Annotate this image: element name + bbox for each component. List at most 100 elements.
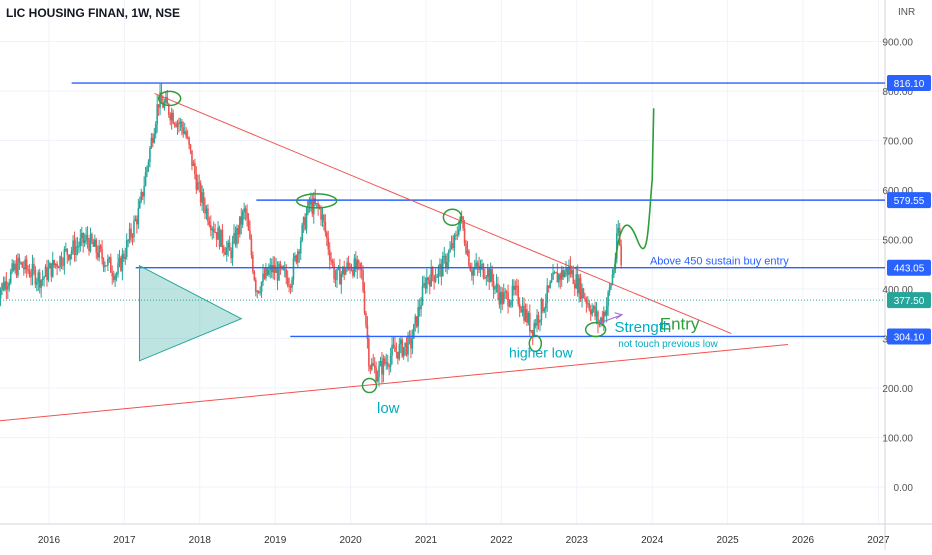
candle-body (394, 346, 396, 352)
candle-body (114, 275, 116, 280)
candle-body (539, 320, 541, 323)
candle-body (366, 325, 369, 339)
candle-body (2, 283, 5, 290)
candle-body (46, 266, 48, 280)
candle-body (70, 250, 73, 255)
candle-body (173, 123, 176, 125)
candle-body (373, 365, 376, 368)
candle-body (450, 243, 453, 249)
candle-body (69, 254, 71, 260)
candle-body (363, 290, 366, 313)
price-badge (887, 328, 931, 345)
candle-body (595, 311, 598, 317)
candle-body (427, 277, 430, 281)
candle-body (133, 220, 135, 238)
candle-body (469, 265, 472, 272)
candle-body (536, 315, 538, 326)
candle-body (546, 285, 549, 303)
candle-body (402, 347, 405, 357)
candle-body (553, 272, 556, 274)
candle-body (486, 268, 489, 277)
y-tick-label: 400.00 (882, 285, 913, 296)
candle-body (150, 137, 153, 149)
price-badge (887, 292, 931, 309)
candle-body (484, 277, 486, 279)
candle-body (279, 263, 282, 269)
candle-body (571, 269, 573, 275)
candle-body (130, 228, 132, 237)
candle-body (127, 240, 129, 242)
candle-body (591, 309, 593, 315)
candle-body (411, 338, 414, 349)
x-tick-label: 2018 (189, 535, 212, 546)
candle-body (85, 234, 87, 240)
candle-body (518, 304, 521, 310)
candle-body (449, 248, 451, 252)
candle-body (379, 361, 382, 366)
candle-body (517, 286, 520, 305)
candle-body (388, 366, 390, 368)
candle-body (9, 271, 12, 283)
candle-body (27, 269, 29, 272)
annotation-not-touch: not touch previous low (618, 339, 718, 350)
candle-body (38, 272, 41, 288)
price-badge (887, 192, 931, 209)
candle-body (453, 234, 456, 249)
candle-body (330, 260, 332, 262)
candle-body (514, 285, 517, 290)
candle-body (560, 270, 563, 280)
highlight-circle (584, 321, 607, 338)
candle-body (568, 265, 570, 276)
candle-body (272, 265, 274, 273)
candle-body (170, 112, 173, 121)
candle-body (30, 276, 32, 278)
candle-body (581, 288, 583, 299)
candle-body (79, 237, 82, 247)
candle-body (511, 285, 514, 302)
candle-body (420, 304, 422, 310)
candle-body (76, 246, 79, 248)
candle-body (504, 291, 506, 293)
candle-body (153, 134, 156, 143)
arrow-mark (597, 312, 624, 325)
candle-body (12, 263, 15, 271)
triangle-shape (138, 264, 243, 362)
candle-body (125, 240, 128, 257)
trendline (154, 93, 732, 335)
candle-body (323, 214, 325, 223)
candle-body (550, 279, 553, 283)
candle-body (59, 256, 61, 268)
candle-body (291, 279, 293, 288)
candle-body (260, 281, 263, 293)
candle-body (117, 263, 119, 274)
candle-body (178, 122, 180, 124)
candle-body (344, 269, 347, 275)
currency-label: INR (898, 7, 916, 18)
candle-body (195, 173, 198, 190)
candle-body (575, 274, 578, 289)
candle-body (452, 243, 454, 249)
candle-body (523, 305, 525, 321)
candle-body (49, 263, 51, 269)
candle-body (413, 324, 415, 339)
candle-body (418, 307, 421, 310)
candle-body (275, 267, 277, 273)
candle-body (356, 260, 359, 270)
candle-body (236, 227, 238, 245)
candle-body (502, 292, 505, 304)
candle-body (510, 301, 512, 306)
candle-body (430, 267, 433, 287)
candle-body (160, 92, 163, 102)
candle-body (617, 227, 620, 234)
candle-body (256, 291, 259, 293)
candle-body (587, 303, 589, 305)
candle-body (475, 262, 477, 268)
candle-body (573, 283, 576, 289)
highlight-circle (442, 208, 463, 226)
symbol-title: LIC HOUSING FINAN, 1W, NSE (6, 6, 181, 20)
candle-body (559, 274, 562, 280)
candle-body (165, 96, 167, 103)
x-tick-label: 2020 (339, 535, 362, 546)
candle-body (147, 161, 150, 167)
